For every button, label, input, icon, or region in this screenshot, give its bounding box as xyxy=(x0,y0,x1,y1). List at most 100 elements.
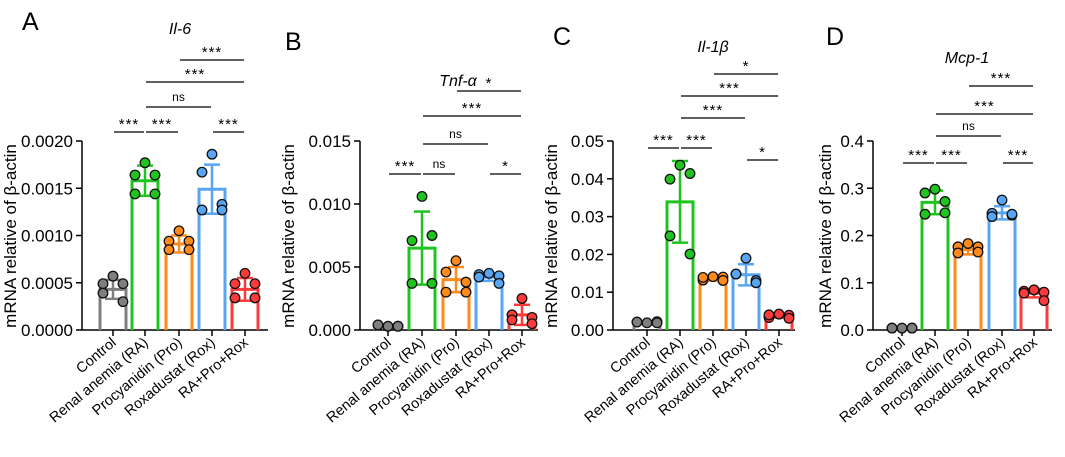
bar xyxy=(953,248,983,330)
data-point xyxy=(183,244,195,256)
significance-label: * xyxy=(502,158,509,175)
panel-title: Il-6 xyxy=(169,21,191,38)
y-tick-label: 0.005 xyxy=(308,258,351,277)
significance-label: *** xyxy=(218,116,239,133)
data-point xyxy=(173,225,185,237)
data-point xyxy=(406,277,418,289)
y-axis-label: mRNA relative of β-actin xyxy=(279,144,298,328)
data-point xyxy=(249,292,261,304)
data-point xyxy=(996,194,1008,206)
y-tick-label: 0.05 xyxy=(571,132,604,151)
data-point xyxy=(919,187,931,199)
y-tick-label: 0.015 xyxy=(308,132,351,151)
panel-title: Tnf-α xyxy=(439,73,477,90)
significance-label: *** xyxy=(653,132,674,149)
data-point xyxy=(906,322,918,334)
significance-label: *** xyxy=(908,147,929,164)
significance-label: ns xyxy=(962,119,975,133)
significance-label: *** xyxy=(974,98,995,115)
data-point xyxy=(416,190,428,202)
y-axis-label: mRNA relative of β-actin xyxy=(816,144,835,328)
data-point xyxy=(440,286,452,298)
data-point xyxy=(426,230,438,241)
significance-label: * xyxy=(486,75,493,92)
data-point xyxy=(229,278,241,290)
data-point xyxy=(129,169,141,181)
data-point xyxy=(717,275,729,286)
data-point xyxy=(163,244,175,256)
significance-label: *** xyxy=(462,100,483,117)
significance-label: ns xyxy=(172,90,185,104)
significance-label: *** xyxy=(202,44,223,61)
data-point xyxy=(939,196,951,207)
y-tick-label: 0.010 xyxy=(308,195,351,214)
data-point xyxy=(249,278,261,290)
data-point xyxy=(952,247,964,259)
data-point xyxy=(139,157,151,169)
data-point xyxy=(697,272,709,283)
data-point xyxy=(986,211,998,223)
data-point xyxy=(382,320,394,332)
data-point xyxy=(97,287,109,299)
significance-label: *** xyxy=(703,102,724,119)
panel-c: C Il-1β 0.00 0.01 0.02 0.03 0.04 0.05 mRNA relat… xyxy=(542,23,795,426)
data-point xyxy=(426,277,438,289)
data-point xyxy=(196,166,208,178)
data-point xyxy=(939,207,951,219)
data-point xyxy=(149,169,161,181)
data-point xyxy=(1028,284,1040,296)
y-tick-label: 0.03 xyxy=(571,208,604,227)
data-point xyxy=(516,293,528,304)
y-tick-label: 0.02 xyxy=(571,245,604,264)
data-point xyxy=(730,268,742,280)
data-point xyxy=(972,246,984,258)
panel-d: D Mcp-1 0.0 0.1 0.2 0.3 0.4 mRNA relative of β-… xyxy=(816,23,1052,426)
significance-label: *** xyxy=(991,70,1012,87)
data-point xyxy=(473,271,485,283)
y-tick-label: 0.0020 xyxy=(21,132,73,151)
data-point xyxy=(773,308,785,320)
data-point xyxy=(631,316,643,328)
data-point xyxy=(107,270,119,282)
y-tick-label: 0.00 xyxy=(571,321,604,340)
data-point xyxy=(229,292,241,304)
bar xyxy=(987,211,1017,330)
y-tick-label: 0.0010 xyxy=(21,227,73,246)
data-point xyxy=(149,188,161,200)
data-point xyxy=(962,238,974,249)
data-point xyxy=(196,204,208,216)
y-tick-label: 0.01 xyxy=(571,283,604,302)
data-point xyxy=(740,252,752,264)
data-point xyxy=(707,271,719,283)
significance-label: * xyxy=(759,144,766,161)
data-point xyxy=(117,296,129,308)
y-axis-label: mRNA relative of β-actin xyxy=(542,144,561,328)
data-point xyxy=(1038,295,1050,307)
y-tick-label: 0.000 xyxy=(308,321,351,340)
significance-label: *** xyxy=(152,116,173,133)
data-point xyxy=(1006,208,1018,220)
data-point xyxy=(1018,287,1030,299)
data-point xyxy=(674,159,686,171)
data-point xyxy=(392,320,404,332)
data-point xyxy=(684,248,696,260)
bar xyxy=(698,277,728,330)
bar xyxy=(920,200,950,330)
data-point xyxy=(440,266,452,278)
data-point xyxy=(783,312,795,324)
panel-letter: C xyxy=(553,23,571,51)
significance-label: *** xyxy=(941,147,962,164)
data-point xyxy=(506,314,518,326)
data-point xyxy=(526,318,538,330)
significance-label: ns xyxy=(433,157,446,171)
data-point xyxy=(129,188,141,200)
data-point xyxy=(372,319,384,331)
data-point xyxy=(117,278,129,290)
significance-label: *** xyxy=(719,80,740,97)
panel-b: B Tnf-α 0.000 0.005 0.010 0.015 mRNA relative … xyxy=(279,28,538,426)
y-tick-label: 0.2 xyxy=(840,227,864,246)
bar xyxy=(130,179,160,330)
data-point xyxy=(406,235,418,246)
data-point xyxy=(886,322,898,334)
data-point xyxy=(750,277,762,289)
